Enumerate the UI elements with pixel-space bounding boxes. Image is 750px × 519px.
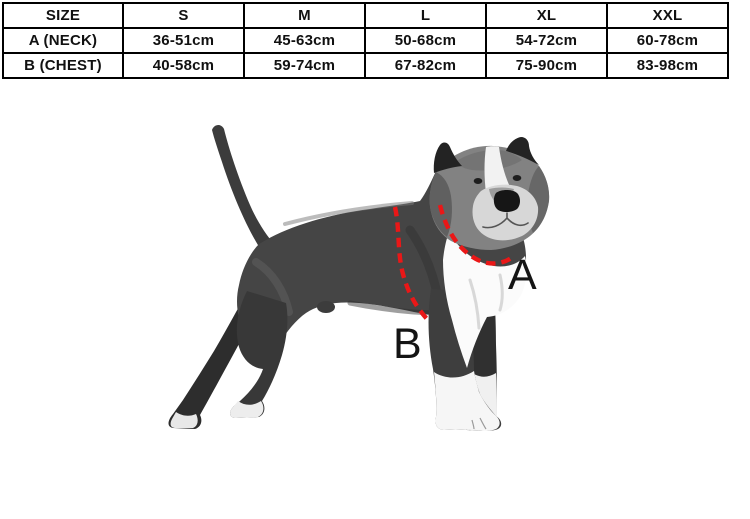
size-chart-cell: 59-74cm [243, 52, 366, 79]
size-chart-cell: 83-98cm [606, 52, 729, 79]
chest-measure-line [392, 206, 431, 323]
size-chart-cell: 75-90cm [485, 52, 608, 79]
dog-back-highlight [283, 201, 414, 226]
dog-near-front-sock [434, 371, 500, 431]
size-chart-header-cell: M [243, 2, 366, 29]
size-chart-neck-row: A (NECK) 36-51cm 45-63cm 50-68cm 54-72cm… [2, 27, 729, 54]
size-chart-cell: 45-63cm [243, 27, 366, 54]
size-chart-row-label: A (NECK) [2, 27, 124, 54]
dog-near-hind-paw [230, 401, 264, 418]
size-chart-table: SIZE S M L XL XXL A (NECK) 36-51cm 45-63… [2, 2, 729, 79]
size-chart-cell: 54-72cm [485, 27, 608, 54]
neck-measure-line [437, 204, 516, 266]
size-chart-cell: 60-78cm [606, 27, 729, 54]
dog-right-ear [506, 137, 539, 165]
dog-nose [493, 190, 520, 212]
dog-left-ear [433, 142, 462, 173]
chest-label: B [393, 320, 422, 368]
dog-near-hind-leg [230, 291, 288, 418]
size-chart-cell: 67-82cm [364, 52, 487, 79]
dog-mouth-line [482, 212, 529, 229]
size-chart-chest-row: B (CHEST) 40-58cm 59-74cm 67-82cm 75-90c… [2, 52, 729, 79]
dog-belly-detail [317, 301, 335, 313]
dog-blaze [484, 146, 511, 194]
dog-front-toe-lines [471, 417, 487, 430]
dog-chest-patch [443, 232, 527, 368]
size-chart-header-cell: S [122, 2, 245, 29]
dog-left-eye [473, 178, 483, 184]
dog-chest-shading [468, 273, 504, 330]
size-chart-cell: 50-68cm [364, 27, 487, 54]
dog-right-eye [512, 175, 522, 181]
dog-thigh-highlight [252, 258, 293, 316]
neck-label: A [508, 251, 537, 299]
size-chart-header-cell: L [364, 2, 487, 29]
dog-far-hind-paw [170, 412, 198, 428]
size-chart-header-cell: XXL [606, 2, 729, 29]
dog-tail [212, 124, 275, 251]
size-chart-row-label: B (CHEST) [2, 52, 124, 79]
size-chart-header-row: SIZE S M L XL XXL [2, 2, 729, 29]
size-chart-cell: 36-51cm [122, 27, 245, 54]
dog-muzzle [472, 184, 539, 241]
size-chart-cell: 40-58cm [122, 52, 245, 79]
size-chart-header-cell: SIZE [2, 2, 124, 29]
size-chart-header-cell: XL [485, 2, 608, 29]
